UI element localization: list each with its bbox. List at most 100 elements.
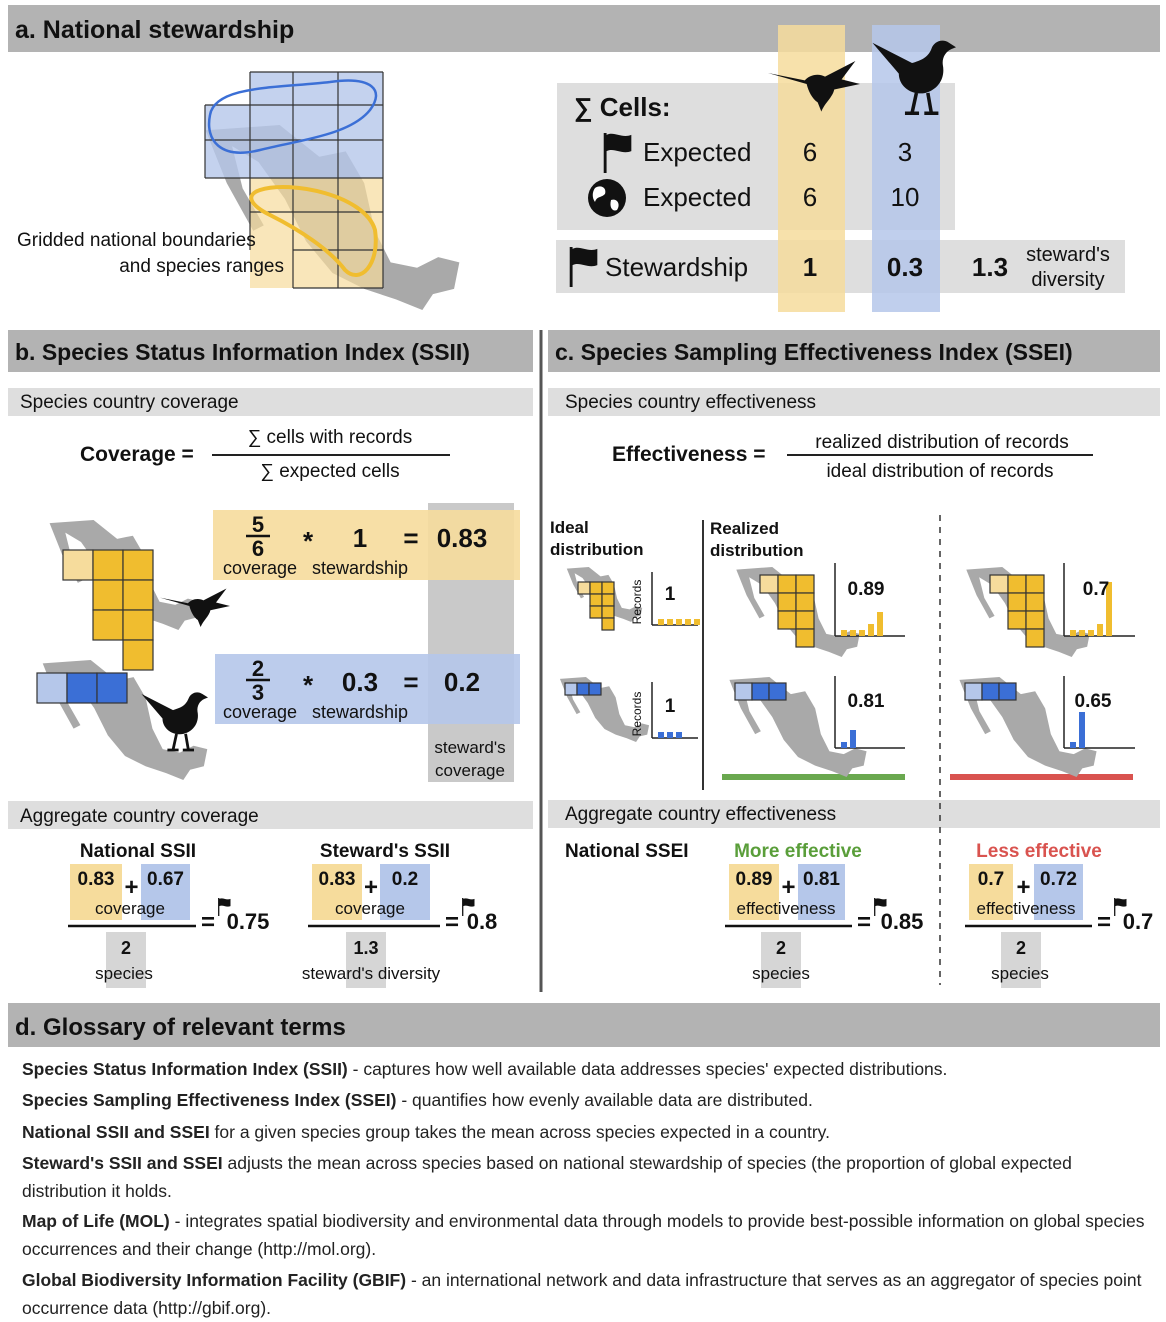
- grid-cell: [1007, 592, 1027, 612]
- label: National SSEI: [565, 841, 689, 862]
- glossary-item: Steward's SSII and SSEI adjusts the mean…: [22, 1149, 1147, 1205]
- range-cell: [250, 178, 383, 288]
- label: steward's: [1026, 244, 1110, 266]
- grid-cell: [601, 581, 615, 595]
- label: 1: [353, 523, 367, 553]
- glossary-definition: - integrates spatial biodiversity and en…: [22, 1211, 1145, 1259]
- glossary-definition: - an international network and data infr…: [22, 1270, 1142, 1318]
- label: ∑ cells with records: [248, 427, 413, 448]
- section-header: [8, 5, 1160, 52]
- label: 0.72: [1040, 869, 1077, 890]
- label: 0.85: [881, 909, 924, 934]
- label: Gridded national boundaries: [17, 230, 256, 251]
- term-box: [312, 864, 362, 920]
- grid-cell: [96, 672, 128, 704]
- label: 1: [665, 584, 676, 605]
- grid-cell: [759, 574, 779, 594]
- label: 0.89: [848, 579, 885, 600]
- label: 5: [252, 512, 264, 537]
- label: Expected: [643, 137, 751, 167]
- glossary-definition: adjusts the mean across species based on…: [22, 1153, 1072, 1201]
- label: 0.8: [467, 909, 498, 934]
- label: species: [991, 964, 1049, 983]
- record-bar: [1079, 712, 1085, 748]
- grid-cell: [122, 579, 154, 611]
- section-title: c. Species Sampling Effectiveness Index …: [555, 339, 1073, 365]
- grid-cell: [751, 682, 770, 701]
- section-header: [8, 1003, 1160, 1047]
- label: 0.67: [147, 869, 184, 890]
- glossary-item: Map of Life (MOL) - integrates spatial b…: [22, 1207, 1147, 1263]
- label: 1: [665, 696, 676, 717]
- label: National SSII: [80, 841, 196, 862]
- label: =: [201, 909, 215, 936]
- label: 0.83: [437, 523, 488, 553]
- grid-cell: [1025, 574, 1045, 594]
- grid-cell: [777, 574, 797, 594]
- label: Less effective: [976, 841, 1102, 862]
- record-bar: [667, 619, 673, 625]
- species-range: [249, 185, 378, 277]
- label: +: [1016, 874, 1030, 901]
- grid-cell: [795, 628, 815, 648]
- label: effectiveness: [737, 899, 836, 918]
- label: 0.3: [887, 252, 923, 282]
- label: ∑ Cells:: [574, 92, 671, 122]
- record-bar: [859, 630, 865, 636]
- label: 1.3: [972, 252, 1008, 282]
- glossary-definition: for a given species group takes the mean…: [209, 1122, 830, 1142]
- label: +: [781, 874, 795, 901]
- record-bar: [841, 742, 847, 748]
- record-bar: [850, 630, 856, 636]
- grid-cell: [589, 605, 603, 619]
- grid-cell: [66, 672, 98, 704]
- label: 0.81: [803, 869, 840, 890]
- glossary-item: Global Biodiversity Information Facility…: [22, 1266, 1147, 1322]
- record-bar: [694, 619, 700, 625]
- label: and species ranges: [119, 256, 284, 277]
- record-bar: [658, 619, 664, 625]
- species-range: [207, 79, 378, 154]
- row-box: [215, 654, 520, 724]
- record-bar: [1106, 582, 1112, 636]
- glossary-term: Species Sampling Effectiveness Index (SS…: [22, 1090, 397, 1110]
- label: 2: [121, 938, 131, 958]
- record-bar: [841, 630, 847, 636]
- label: coverage: [223, 702, 297, 722]
- label: Stewardship: [605, 252, 748, 282]
- label: ideal distribution of records: [826, 461, 1053, 482]
- record-bar: [667, 732, 673, 738]
- label: coverage: [95, 899, 165, 918]
- label: +: [364, 874, 378, 901]
- grid-cell: [588, 682, 602, 696]
- glossary-term: Steward's SSII and SSEI: [22, 1153, 223, 1173]
- label: 0.81: [848, 691, 885, 712]
- label: Realized: [710, 519, 779, 538]
- label: 10: [891, 182, 920, 212]
- grid-cell: [964, 682, 983, 701]
- label: 0.65: [1075, 691, 1112, 712]
- record-bar: [1097, 624, 1103, 636]
- label: 0.75: [227, 909, 270, 934]
- record-bar: [1070, 630, 1076, 636]
- label: =: [445, 909, 459, 936]
- label: steward's diversity: [302, 964, 441, 983]
- label: =: [1097, 909, 1111, 936]
- label: *: [303, 670, 314, 700]
- record-bar: [868, 624, 874, 636]
- label: 2: [252, 656, 264, 681]
- subheader: [8, 388, 533, 416]
- label: 2: [776, 938, 786, 958]
- label: Records: [630, 692, 644, 737]
- label: Species country effectiveness: [565, 392, 816, 413]
- label: =: [403, 667, 418, 697]
- label: Steward's SSII: [320, 841, 450, 862]
- label: Aggregate country coverage: [20, 806, 259, 827]
- record-bar: [1088, 630, 1094, 636]
- glossary-term: Global Biodiversity Information Facility…: [22, 1270, 407, 1290]
- term-box: [798, 864, 845, 920]
- grid-cell: [989, 574, 1009, 594]
- section-title: b. Species Status Information Index (SSI…: [15, 339, 470, 365]
- section-title: d. Glossary of relevant terms: [15, 1014, 346, 1041]
